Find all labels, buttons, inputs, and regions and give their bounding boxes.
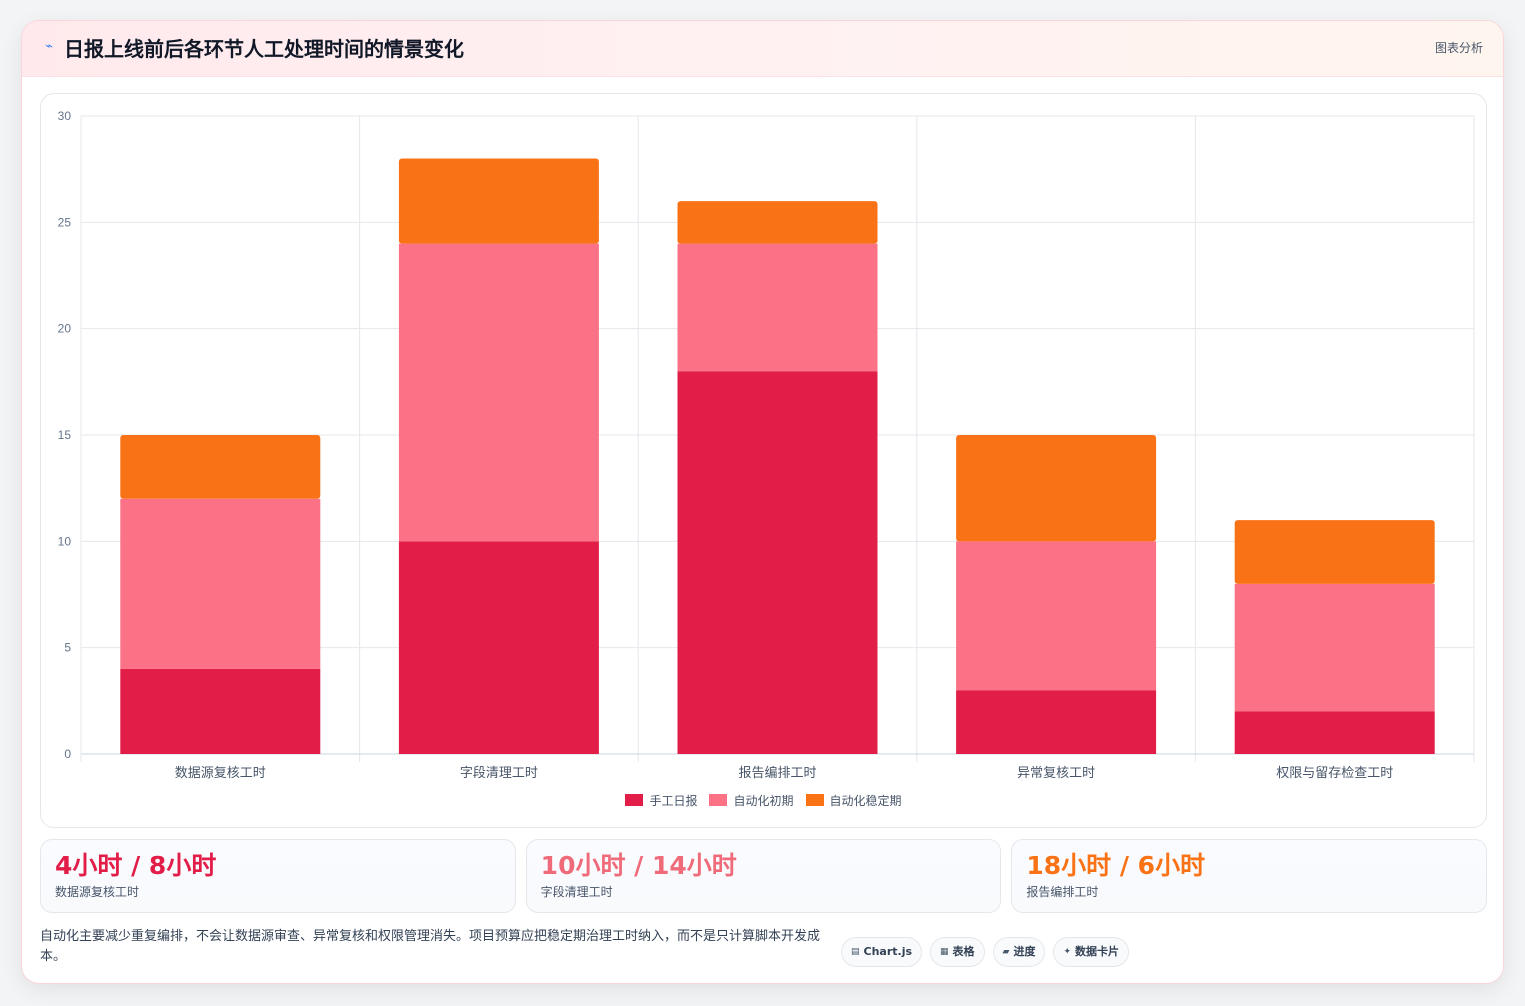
stat-cards: 4小时 / 8小时 数据源复核工时 10小时 / 14小时 字段清理工时 18小时 / … [40, 839, 1488, 913]
chart-container: 0 5 10 15 20 25 30 数据源复核工时 字段清理工时 报告编排工时 异常复核工时 权限与… [40, 93, 1487, 828]
x-tick-label: 报告编排工时 [738, 766, 816, 781]
x-tick-label: 字段清理工时 [460, 766, 538, 781]
y-tick-label: 10 [58, 534, 72, 548]
legend-label: 自动化稳定期 [829, 793, 902, 808]
pill-icon: ▤ [851, 947, 860, 957]
bar-segment [956, 690, 1157, 754]
chart-card: ⌁ 日报上线前后各环节人工处理时间的情景变化 图表分析 0 5 10 15 20 25 30… [21, 20, 1504, 984]
pill-icon: ✦ [1063, 947, 1072, 957]
y-tick-label: 0 [64, 747, 71, 761]
bar-segment [120, 498, 321, 669]
bar-segment [677, 201, 878, 244]
stat-card: 18小时 / 6小时报告编排工时 [1011, 839, 1488, 913]
x-tick-label: 权限与留存检查工时 [1276, 765, 1393, 781]
x-tick-label: 异常复核工时 [1017, 766, 1095, 781]
y-tick-label: 30 [58, 109, 72, 123]
stat-value: 18小时 / 6小时 [1026, 851, 1206, 880]
legend-swatch [625, 794, 644, 806]
bar-segment [956, 541, 1157, 691]
bar-segment [1234, 583, 1435, 712]
bar-segment [398, 243, 599, 542]
bar-segment [120, 435, 321, 499]
stat-value: 4小时 / 8小时 [55, 851, 217, 880]
bar-segment [677, 371, 878, 754]
legend-label: 自动化初期 [733, 793, 794, 808]
legend-swatch [805, 794, 824, 806]
tool-pills: ▤ Chart.js ▦ 表格 ▰ 进度 ✦ 数据卡片 [841, 937, 1130, 967]
bar-segment [120, 668, 321, 754]
legend-item[interactable]: 自动化初期 [709, 792, 794, 809]
chart-legend: 手工日报 自动化初期 自动化稳定期 [41, 791, 1486, 809]
y-tick-label: 5 [64, 641, 71, 655]
bar-segment [677, 243, 878, 372]
y-tick-label: 20 [58, 322, 72, 336]
tool-pill[interactable]: ▦ 表格 [930, 937, 985, 967]
stat-value: 10小时 / 14小时 [540, 851, 737, 880]
tool-pill[interactable]: ▰ 进度 [992, 937, 1046, 967]
pill-icon: ▰ [1002, 947, 1010, 957]
legend-swatch [709, 794, 728, 806]
tool-pill[interactable]: ▤ Chart.js [841, 937, 923, 967]
bar-segment [398, 541, 599, 754]
page-title: 日报上线前后各环节人工处理时间的情景变化 [64, 37, 464, 61]
pill-label: 表格 [952, 945, 975, 958]
pill-label: 数据卡片 [1075, 945, 1120, 958]
y-tick-label: 25 [58, 215, 72, 229]
legend-item[interactable]: 自动化稳定期 [805, 792, 902, 809]
bar-segment [1234, 520, 1435, 584]
stat-card: 4小时 / 8小时数据源复核工时 [40, 839, 516, 913]
y-tick-label: 15 [58, 428, 72, 442]
card-header: ⌁ 日报上线前后各环节人工处理时间的情景变化 图表分析 [22, 21, 1503, 77]
legend-label: 手工日报 [649, 793, 698, 808]
legend-item[interactable]: 手工日报 [625, 792, 697, 809]
stat-label: 报告编排工时 [1026, 885, 1099, 899]
stat-card: 10小时 / 14小时字段清理工时 [525, 839, 1002, 913]
bar-segment [398, 158, 599, 244]
pill-label: Chart.js [863, 945, 913, 958]
bar-segment [956, 435, 1157, 542]
tool-pill[interactable]: ✦ 数据卡片 [1053, 937, 1130, 967]
trend-icon: ⌁ [45, 39, 53, 54]
pill-label: 进度 [1013, 945, 1036, 958]
pill-icon: ▦ [940, 947, 949, 957]
stat-label: 数据源复核工时 [55, 885, 140, 899]
header-tag[interactable]: 图表分析 [1434, 41, 1483, 55]
stat-label: 字段清理工时 [540, 885, 613, 899]
footer-note: 自动化主要减少重复编排，不会让数据源审查、异常复核和权限管理消失。项目预算应把稳… [40, 929, 821, 964]
stacked-bar-chart: 0 5 10 15 20 25 30 数据源复核工时 字段清理工时 报告编排工时 异常复核工时 权限与… [58, 109, 1475, 781]
bar-segment [1234, 711, 1435, 754]
x-tick-label: 数据源复核工时 [175, 766, 266, 781]
